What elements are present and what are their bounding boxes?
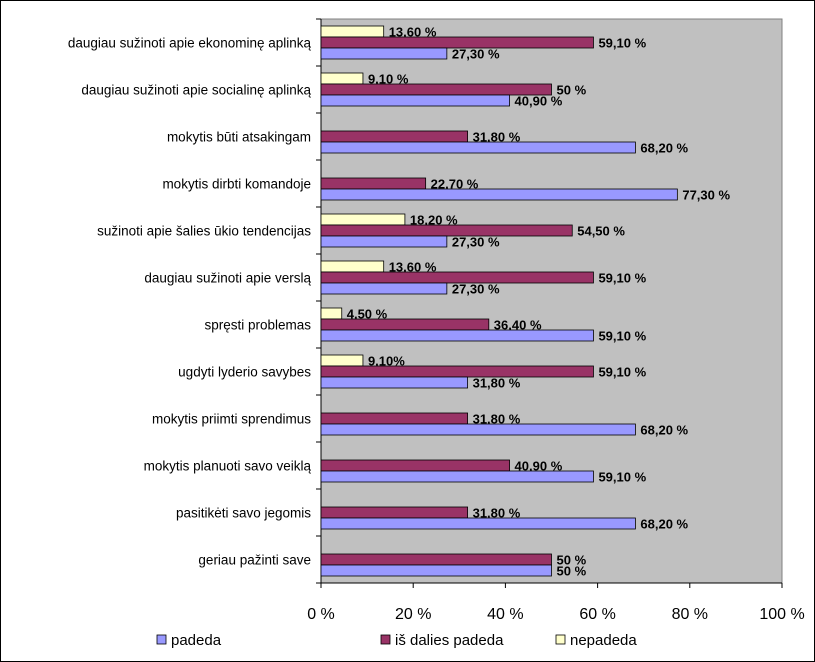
data-label: 31,80 %	[473, 376, 521, 391]
bar-iš-dalies-padeda	[320, 224, 573, 237]
bar-nepadeda	[320, 72, 364, 85]
legend-label: nepadeda	[570, 632, 637, 649]
data-label: 59,10 %	[598, 329, 646, 344]
category-label: daugiau sužinoti apie verslą	[144, 271, 311, 286]
data-label: 18,20 %	[410, 213, 458, 228]
bar-iš-dalies-padeda	[320, 459, 510, 472]
data-label: 68,20 %	[640, 517, 688, 532]
data-label: 68,20 %	[640, 141, 688, 156]
bar-padeda	[320, 329, 594, 342]
category-label: sužinoti apie šalies ūkio tendencijas	[97, 224, 311, 239]
bar-padeda	[320, 470, 594, 483]
data-label: 68,20 %	[640, 423, 688, 438]
data-label: 9,10 %	[368, 72, 409, 87]
plot-area	[320, 18, 783, 584]
data-label: 36,40 %	[494, 318, 542, 333]
bar-padeda	[320, 47, 448, 60]
bar-padeda	[320, 517, 636, 530]
x-tick-label: 100 %	[759, 606, 804, 623]
bar-padeda	[320, 188, 678, 201]
data-label: 50 %	[557, 83, 587, 98]
x-tick-label: 60 %	[579, 606, 615, 623]
data-label: 31,80 %	[473, 130, 521, 145]
x-tick-label: 20 %	[395, 606, 431, 623]
category-label: ugdyti lyderio savybes	[178, 365, 311, 380]
legend-label: padeda	[171, 632, 222, 649]
data-label: 50 %	[557, 564, 587, 579]
legend-label: iš dalies padeda	[395, 632, 504, 649]
bar-iš-dalies-padeda	[320, 365, 594, 378]
category-label: mokytis planuoti savo veiklą	[144, 459, 312, 474]
x-tick-label: 80 %	[672, 606, 708, 623]
data-label: 50 %	[557, 553, 587, 568]
bar-nepadeda	[320, 307, 343, 320]
data-label: 9,10%	[368, 354, 405, 369]
bar-padeda	[320, 235, 448, 248]
data-label: 13,60 %	[389, 25, 437, 40]
data-label: 4,50 %	[347, 307, 388, 322]
data-label: 54,50 %	[577, 224, 625, 239]
data-label: 40,90 %	[515, 459, 563, 474]
data-label: 59,10 %	[598, 470, 646, 485]
legend-swatch	[156, 634, 167, 645]
bar-iš-dalies-padeda	[320, 412, 468, 425]
bar-padeda	[320, 376, 468, 389]
bar-padeda	[320, 94, 510, 107]
data-label: 59,10 %	[598, 36, 646, 51]
legend-swatch	[380, 634, 391, 645]
bar-iš-dalies-padeda	[320, 130, 468, 143]
bar-nepadeda	[320, 25, 385, 38]
data-label: 31,80 %	[473, 506, 521, 521]
data-label: 40,90 %	[515, 94, 563, 109]
data-label: 59,10 %	[598, 365, 646, 380]
bar-padeda	[320, 141, 636, 154]
category-label: mokytis būti atsakingam	[167, 130, 311, 145]
category-label: geriau pažinti save	[198, 553, 311, 568]
category-label: daugiau sužinoti apie socialinę aplinką	[81, 83, 311, 98]
data-label: 31,80 %	[473, 412, 521, 427]
bar-iš-dalies-padeda	[320, 553, 552, 566]
bar-padeda	[320, 423, 636, 436]
bar-nepadeda	[320, 260, 385, 273]
bar-iš-dalies-padeda	[320, 318, 490, 331]
bar-padeda	[320, 282, 448, 295]
category-label: daugiau sužinoti apie ekonominę aplinką	[68, 36, 312, 51]
data-label: 27,30 %	[452, 47, 500, 62]
category-label: mokytis dirbti komandoje	[162, 177, 311, 192]
data-label: 22,70 %	[431, 177, 479, 192]
data-label: 27,30 %	[452, 282, 500, 297]
bar-padeda	[320, 564, 552, 577]
data-label: 77,30 %	[682, 188, 730, 203]
data-label: 27,30 %	[452, 235, 500, 250]
data-label: 13,60 %	[389, 260, 437, 275]
x-tick-label: 0 %	[307, 606, 335, 623]
bar-iš-dalies-padeda	[320, 36, 594, 49]
legend-swatch	[555, 634, 566, 645]
bar-iš-dalies-padeda	[320, 506, 468, 519]
category-label: pasitikėti savo jegomis	[176, 506, 311, 521]
data-label: 59,10 %	[598, 271, 646, 286]
category-label: spręsti problemas	[204, 318, 311, 333]
category-label: mokytis priimti sprendimus	[152, 412, 311, 427]
bar-iš-dalies-padeda	[320, 271, 594, 284]
bar-nepadeda	[320, 354, 364, 367]
bar-iš-dalies-padeda	[320, 177, 427, 190]
bar-nepadeda	[320, 213, 406, 226]
x-tick-label: 40 %	[487, 606, 523, 623]
